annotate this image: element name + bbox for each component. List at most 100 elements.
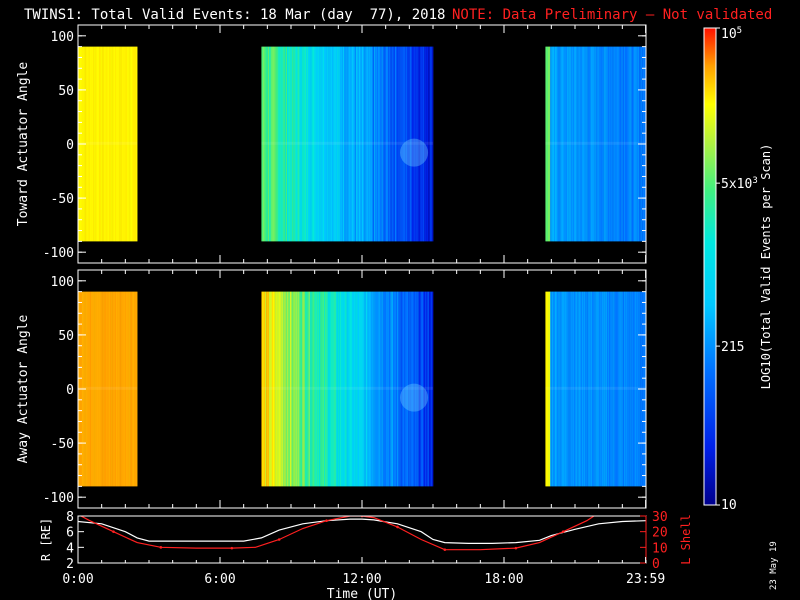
heatmap-column [339, 291, 341, 487]
heatmap-column [565, 46, 567, 242]
x-tick-label: 6:00 [204, 572, 235, 587]
heatmap-column [424, 291, 426, 487]
heatmap-column [414, 291, 417, 487]
heatmap-column [331, 46, 333, 242]
heatmap-column [367, 46, 369, 242]
heatmap-column [577, 291, 579, 487]
heatmap-column [589, 46, 592, 242]
heatmap-column [289, 46, 292, 242]
heatmap-column [596, 46, 598, 242]
heatmap-column [355, 291, 357, 487]
heatmap-column [304, 46, 307, 242]
heatmap-column [126, 291, 128, 487]
heatmap-column [370, 291, 372, 487]
heatmap-column [574, 46, 577, 242]
heatmap-column [553, 46, 556, 242]
heatmap-column [367, 291, 369, 487]
heatmap-column [282, 46, 284, 242]
heatmap-column [94, 46, 96, 242]
heatmap-column [342, 291, 345, 487]
heatmap-column [261, 291, 263, 487]
heatmap-column [585, 46, 587, 242]
heatmap-column [95, 46, 98, 242]
heatmap-column [584, 291, 586, 487]
heatmap-column [397, 291, 399, 487]
heatmap-column [112, 291, 114, 487]
heatmap-column [378, 46, 381, 242]
heatmap-column [356, 291, 358, 487]
heatmap-column [344, 46, 346, 242]
heatmap-column [116, 291, 119, 487]
data-block [78, 46, 138, 242]
heatmap-column [569, 291, 571, 487]
heatmap-column [329, 46, 331, 242]
heatmap-column [105, 46, 107, 242]
heatmap-column [136, 291, 138, 487]
heatmap-column [322, 291, 325, 487]
heatmap-column [350, 46, 352, 242]
heatmap-column [610, 46, 612, 242]
heatmap-column [554, 46, 557, 242]
heatmap-column [632, 291, 634, 487]
heatmap-column [334, 291, 336, 487]
heatmap-column [567, 46, 569, 242]
heatmap-column [613, 46, 615, 242]
lshell-point [514, 546, 518, 550]
heatmap-column [416, 46, 418, 242]
lshell-point [325, 519, 328, 522]
heatmap-column [273, 291, 275, 487]
heatmap-column [306, 291, 309, 487]
heatmap-column [601, 291, 603, 487]
heatmap-column [413, 291, 416, 487]
y-tick-label: 100 [51, 30, 74, 45]
heatmap-column [402, 46, 404, 242]
heatmap-column [570, 291, 573, 487]
heatmap-column [623, 291, 625, 487]
heatmap-column [305, 46, 308, 242]
heatmap-column [87, 291, 89, 487]
heatmap-column [119, 46, 121, 242]
heatmap-column [131, 46, 134, 242]
heatmap-column [411, 291, 414, 487]
heatmap-column [390, 291, 392, 487]
heatmap-panel-away: 100 50 0 -50 -100 Away Actuator Angle [16, 269, 647, 509]
heatmap-column [557, 291, 559, 487]
heatmap-column [336, 291, 338, 487]
heatmap-column [286, 46, 289, 242]
heatmap-column [395, 291, 398, 487]
heatmap-column [410, 291, 412, 487]
heatmap-column [415, 46, 417, 242]
heatmap-column [311, 46, 313, 242]
heatmap-column [97, 46, 100, 242]
heatmap-column [374, 46, 376, 242]
heatmap-column [376, 46, 379, 242]
heatmap-column [381, 291, 383, 487]
heatmap-column [393, 46, 395, 242]
heatmap-column [294, 291, 296, 487]
heatmap-column [100, 46, 102, 242]
heatmap-column [592, 46, 594, 242]
heatmap-column [595, 46, 597, 242]
heatmap-column [286, 46, 288, 242]
heatmap-column [318, 46, 320, 242]
heatmap-column [267, 291, 269, 487]
heatmap-column [383, 291, 385, 487]
heatmap-column [328, 291, 330, 487]
x-axis-label: Time (UT) [327, 587, 397, 600]
heatmap-column [300, 291, 302, 487]
heatmap-column [363, 291, 365, 487]
heatmap-column [307, 291, 310, 487]
heatmap-column [338, 46, 340, 242]
heatmap-column [430, 46, 433, 242]
heatmap-column [418, 291, 420, 487]
heatmap-column [564, 46, 566, 242]
lshell-point [230, 546, 234, 550]
heatmap-column [269, 291, 272, 487]
heatmap-column [348, 291, 350, 487]
heatmap-column [299, 46, 301, 242]
heatmap-column [284, 46, 286, 242]
heatmap-column [127, 46, 129, 242]
heatmap-column [331, 291, 333, 487]
heatmap-column [597, 291, 599, 487]
heatmap-column [302, 291, 304, 487]
